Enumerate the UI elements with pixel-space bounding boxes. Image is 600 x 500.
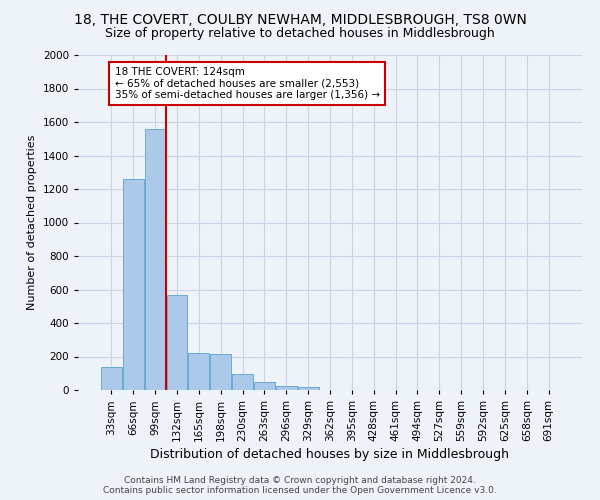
Bar <box>298 388 319 390</box>
Bar <box>232 374 253 390</box>
Bar <box>254 382 275 390</box>
Text: 18 THE COVERT: 124sqm
← 65% of detached houses are smaller (2,553)
35% of semi-d: 18 THE COVERT: 124sqm ← 65% of detached … <box>115 66 380 100</box>
Bar <box>276 386 296 390</box>
Bar <box>167 294 187 390</box>
Text: Size of property relative to detached houses in Middlesbrough: Size of property relative to detached ho… <box>105 28 495 40</box>
Text: 18, THE COVERT, COULBY NEWHAM, MIDDLESBROUGH, TS8 0WN: 18, THE COVERT, COULBY NEWHAM, MIDDLESBR… <box>74 12 526 26</box>
Bar <box>145 128 166 390</box>
X-axis label: Distribution of detached houses by size in Middlesbrough: Distribution of detached houses by size … <box>151 448 509 461</box>
Bar <box>210 354 231 390</box>
Text: Contains HM Land Registry data © Crown copyright and database right 2024.
Contai: Contains HM Land Registry data © Crown c… <box>103 476 497 495</box>
Bar <box>101 366 122 390</box>
Bar <box>188 353 209 390</box>
Bar <box>123 179 143 390</box>
Y-axis label: Number of detached properties: Number of detached properties <box>27 135 37 310</box>
